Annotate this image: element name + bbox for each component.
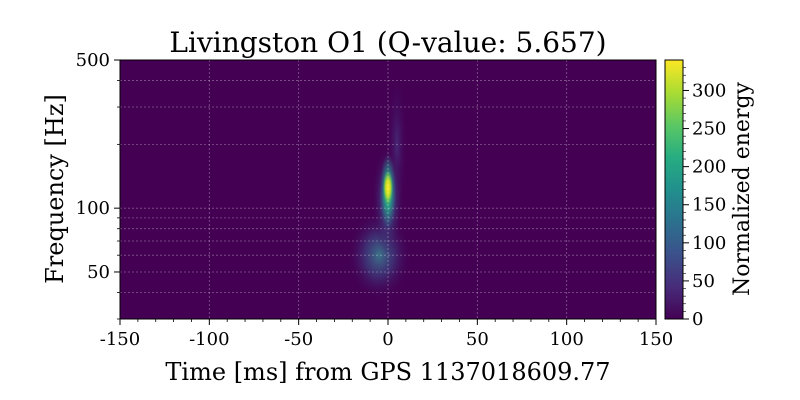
x-tick-label: 150 [639, 329, 673, 350]
colorbar-tick-label: 200 [692, 157, 726, 178]
y-axis: 50 100 500 [76, 50, 120, 320]
x-tick-label: -150 [100, 329, 140, 350]
colorbar-label: Normalized energy [730, 81, 755, 296]
colorbar-tick-label: 300 [692, 80, 726, 101]
y-tick-label: 100 [76, 198, 110, 219]
colorbar-axis: 0 50 100 150 200 250 300 [683, 67, 726, 330]
y-tick-label: 50 [87, 262, 110, 283]
colorbar-gradient [664, 59, 684, 320]
energy-distribution [347, 74, 412, 301]
colorbar-tick-label: 250 [692, 119, 726, 140]
grid-lines [120, 60, 656, 319]
x-tick-label: -100 [189, 329, 229, 350]
x-axis-label: Time [ms] from GPS 1137018609.77 [165, 358, 610, 386]
y-axis-label: Frequency [Hz] [41, 94, 69, 284]
energy-peak [383, 170, 393, 205]
colorbar-tick-label: 150 [692, 195, 726, 216]
x-tick-label: 50 [466, 329, 489, 350]
x-tick-label: 0 [382, 329, 393, 350]
colorbar: 0 50 100 150 200 250 300 Normalized energy [664, 59, 755, 330]
y-tick-label: 500 [76, 50, 110, 71]
chart-title: Livingston O1 (Q-value: 5.657) [169, 26, 606, 59]
x-axis: -150 -100 -50 0 50 100 150 [100, 319, 673, 350]
colorbar-tick-label: 100 [692, 233, 726, 254]
colorbar-tick-label: 50 [692, 271, 715, 292]
x-tick-label: 100 [549, 329, 583, 350]
colorbar-tick-label: 0 [692, 309, 703, 330]
plot-area [120, 60, 656, 319]
x-tick-label: -50 [284, 329, 313, 350]
